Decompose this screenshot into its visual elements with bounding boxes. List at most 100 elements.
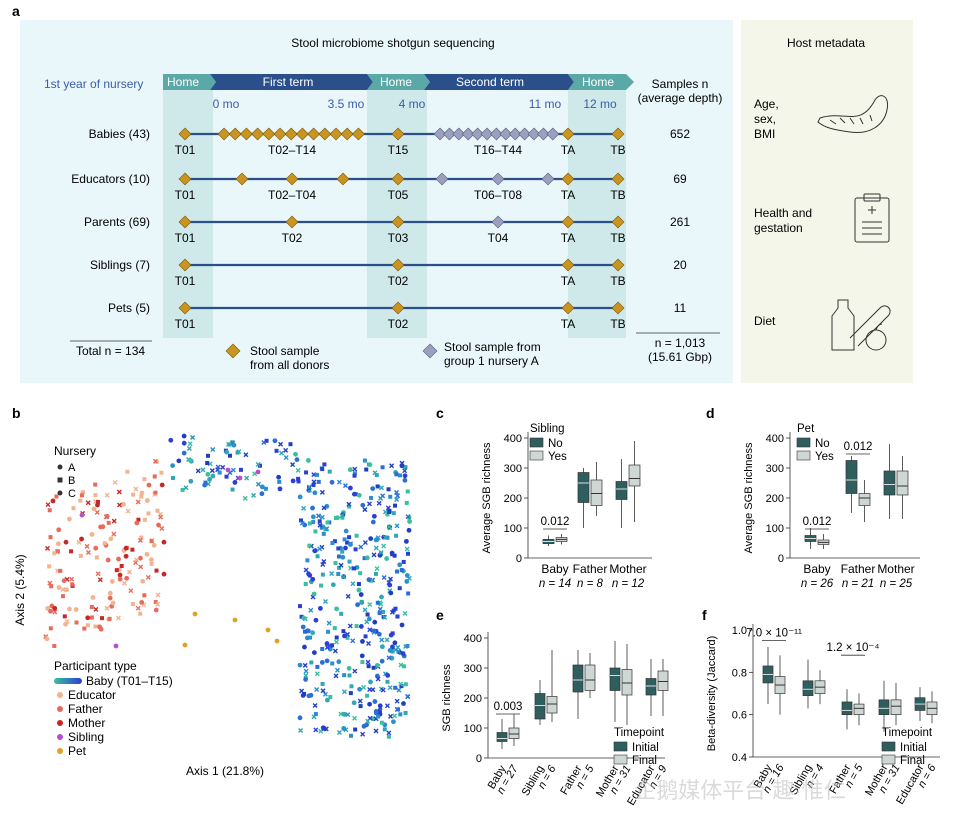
sample-diamond-gold: [561, 301, 575, 315]
pcoa-point: [144, 498, 150, 503]
box-charts: 0 100 200 300 400 Average SGB richness Baby n =…: [441, 423, 940, 808]
pcoa-point: [341, 726, 347, 731]
pcoa-point: [391, 511, 396, 516]
pcoa-point: [303, 567, 309, 573]
pcoa-point: [336, 729, 342, 735]
sample-diamond-grey: [452, 127, 466, 141]
pcoa-point: [121, 501, 126, 507]
cohort-label: Parents (69): [84, 215, 150, 229]
pcoa-point: [365, 693, 370, 698]
legend-swatch: [881, 754, 896, 765]
pcoa-point: [336, 571, 341, 576]
cohort-row: Parents (69) T01 T02 T03 T04 TA TB 261: [84, 215, 690, 245]
pcoa-point: [153, 600, 158, 605]
box-final: [657, 670, 669, 691]
pcoa-point: [79, 536, 84, 542]
pcoa-point: [352, 473, 357, 478]
pcoa-point: [188, 458, 193, 463]
pcoa-point: [308, 607, 314, 613]
pcoa-point: [52, 605, 58, 611]
sample-diamond-gold: [340, 127, 354, 141]
host-metadata-background: [741, 20, 913, 383]
pcoa-point: [170, 463, 176, 469]
pcoa-point: [325, 520, 330, 525]
y-tick-label: 400: [504, 433, 522, 445]
timepoint-tag: T02–T04: [268, 188, 316, 202]
pcoa-point: [55, 549, 60, 554]
pcoa-point: [368, 679, 373, 685]
pcoa-point: [138, 611, 143, 616]
pcoa-point: [348, 542, 353, 547]
pcoa-point: [393, 503, 398, 508]
pcoa-point: [313, 712, 318, 717]
pcoa-point: [323, 526, 329, 532]
pcoa-point: [149, 539, 154, 544]
pcoa-point: [45, 545, 51, 551]
pcoa-point: [90, 594, 96, 600]
pcoa-point: [305, 628, 311, 634]
legend-swatch: [796, 450, 811, 461]
pcoa-point: [313, 617, 319, 623]
pcoa-point: [382, 727, 387, 732]
pcoa-point: [367, 701, 372, 707]
pcoa-point: [238, 467, 243, 472]
pcoa-point: [263, 486, 268, 491]
pcoa-point: [311, 650, 317, 656]
sample-diamond-gold: [178, 258, 192, 272]
panel-e-letter: e: [436, 607, 444, 623]
pcoa-point: [353, 727, 358, 732]
pcoa-point: [375, 535, 381, 541]
box-yes: [590, 479, 603, 506]
pcoa-point: [180, 487, 185, 492]
pcoa-point: [333, 516, 338, 521]
legend-label: Final: [900, 755, 925, 767]
pcoa-point: [186, 445, 192, 451]
pcoa-point: [95, 499, 100, 504]
pcoa-point: [104, 605, 110, 611]
pcoa-point: [317, 522, 323, 528]
pcoa-point: [313, 727, 319, 733]
pcoa-point: [89, 532, 95, 537]
pcoa-point: [320, 646, 325, 651]
pcoa-point: [356, 582, 361, 587]
pcoa-point: [330, 661, 335, 666]
legend-grey-label: Stool sample from: [444, 340, 541, 354]
pcoa-point: [315, 554, 320, 559]
pcoa-point: [366, 501, 372, 507]
pcoa-point: [52, 609, 58, 615]
cohort-row: Babies (43) T01 T02–T14 T15 T16–T44 TA TB 652: [89, 127, 691, 157]
pcoa-point: [368, 495, 373, 500]
pcoa-point: [371, 665, 376, 670]
sample-diamond-gold: [273, 127, 287, 141]
y-axis-label: SGB richness: [441, 664, 453, 732]
pcoa-point: [102, 541, 107, 546]
host-item-health: Health and: [754, 206, 812, 220]
sample-diamond-gold: [307, 127, 321, 141]
sample-diamond-gold: [285, 172, 299, 186]
clipboard-icon: [854, 193, 890, 243]
sample-diamond-gold: [611, 301, 625, 315]
pcoa-point: [391, 719, 396, 725]
pcoa-point: [337, 565, 342, 570]
host-metadata-title: Host metadata: [787, 36, 865, 50]
significance-label: 7.0 × 10⁻¹¹: [746, 627, 802, 639]
pcoa-point: [398, 662, 404, 668]
pcoa-point: [319, 660, 325, 665]
pcoa-point: [336, 554, 341, 559]
pcoa-point: [367, 602, 373, 608]
box-no: [883, 470, 896, 496]
nursery-c-marker: [57, 490, 63, 496]
sample-diamond-gold: [235, 172, 249, 186]
pcoa-point: [340, 549, 345, 554]
pcoa-point: [333, 561, 338, 566]
pcoa-point: [290, 478, 296, 484]
pcoa-point: [334, 667, 340, 673]
participant-label: Pet: [68, 744, 87, 758]
sample-diamond-gold: [329, 127, 343, 141]
pcoa-point: [347, 504, 352, 509]
box-no: [577, 472, 590, 503]
cohort-label: Educators (10): [71, 172, 150, 186]
timepoint-tag: T01: [175, 231, 196, 245]
category-label: Father: [573, 562, 608, 576]
sample-diamond-gold: [611, 215, 625, 229]
